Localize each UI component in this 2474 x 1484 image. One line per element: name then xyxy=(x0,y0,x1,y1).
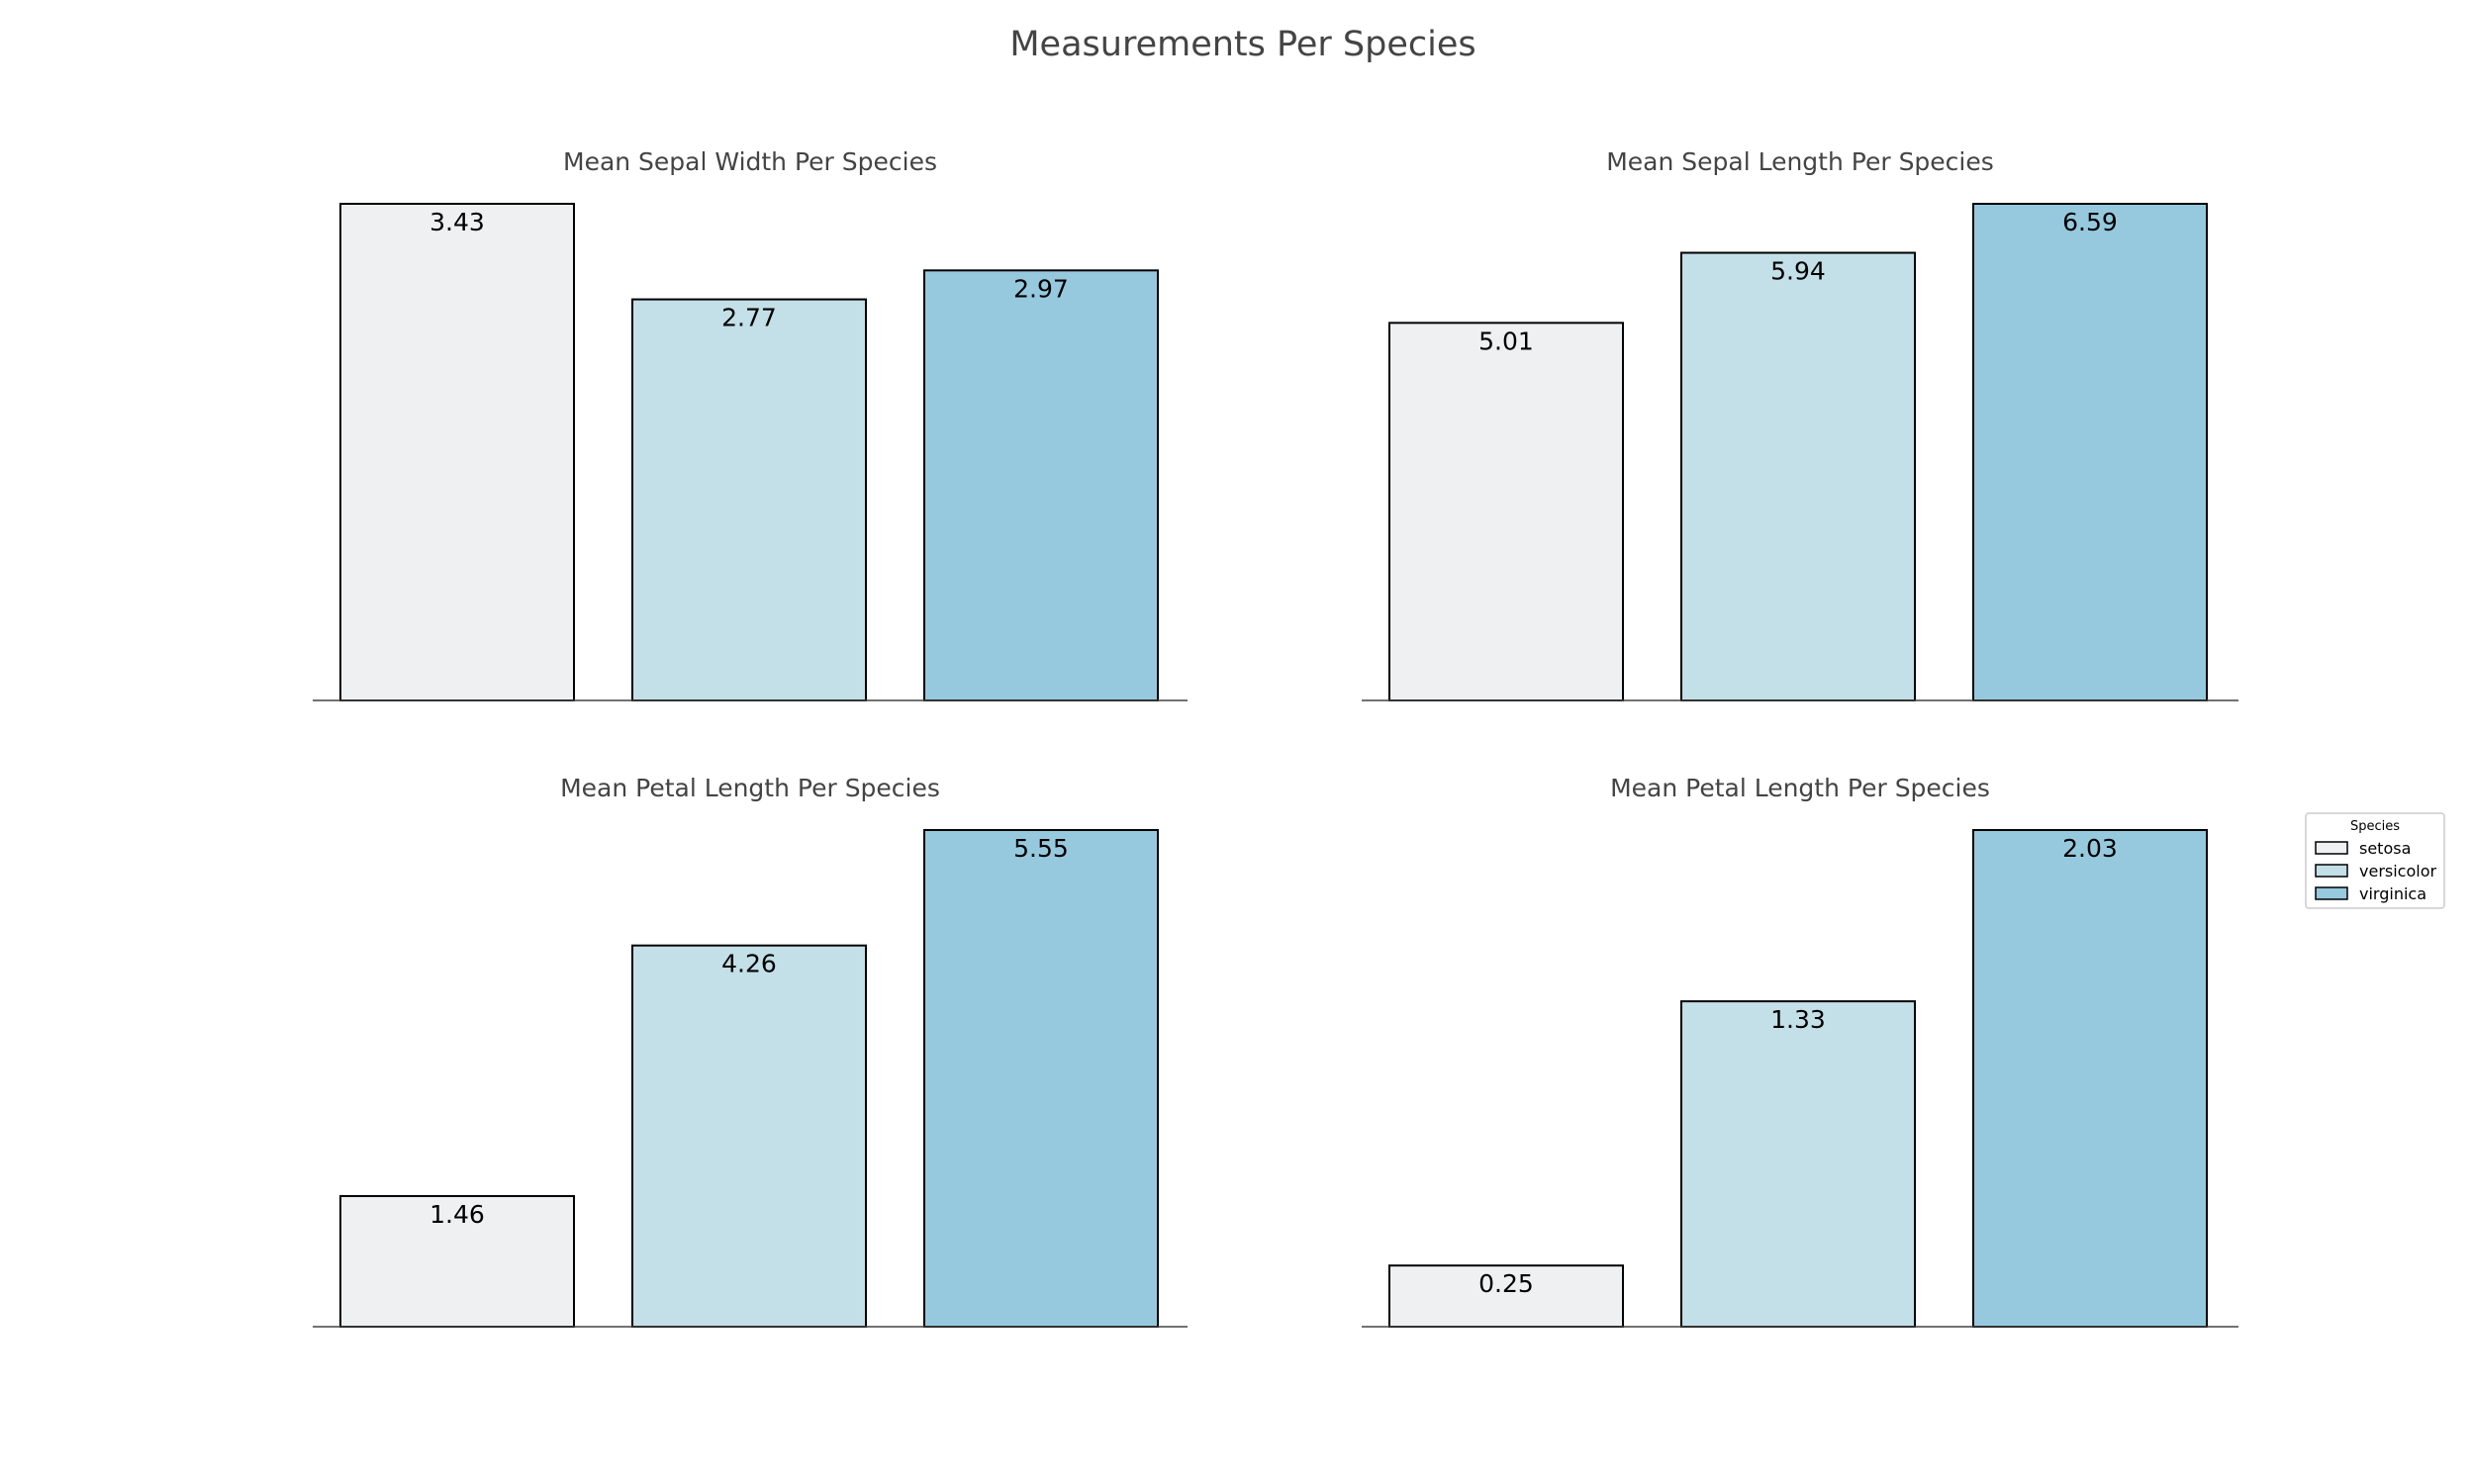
bar-setosa xyxy=(339,1194,575,1329)
legend-swatch-setosa xyxy=(2315,841,2348,855)
bar-setosa xyxy=(339,203,575,701)
subplot-title: Mean Sepal Width Per Species xyxy=(563,147,937,176)
bar-label-versicolor: 5.94 xyxy=(1770,257,1826,286)
bar-virginica xyxy=(1972,829,2208,1328)
bar-label-setosa: 0.25 xyxy=(1478,1269,1534,1298)
legend-label-versicolor: versicolor xyxy=(2359,862,2436,881)
bar-virginica xyxy=(1972,203,2208,701)
legend-title: Species xyxy=(2350,819,2400,834)
legend-swatch-virginica xyxy=(2315,886,2348,900)
bar-versicolor xyxy=(631,944,867,1328)
figure-title: Measurements Per Species xyxy=(1009,25,1475,64)
legend-label-virginica: virginica xyxy=(2359,884,2426,903)
bar-label-virginica: 5.55 xyxy=(1013,834,1069,863)
bar-setosa xyxy=(1388,1264,1624,1329)
subplot-title: Mean Sepal Length Per Species xyxy=(1606,147,1994,176)
subplot-title: Mean Petal Length Per Species xyxy=(560,774,940,802)
bar-versicolor xyxy=(1680,1000,1916,1328)
bar-label-versicolor: 1.33 xyxy=(1770,1005,1826,1034)
subplot-2: Mean Sepal Length Per Species 5.01 5.94 6.5… xyxy=(1362,147,2238,702)
bar-label-versicolor: 4.26 xyxy=(721,950,777,978)
subplot-3: Mean Petal Length Per Species 1.46 4.26 5.5… xyxy=(313,774,1188,1329)
bar-virginica xyxy=(923,269,1159,701)
bar-label-versicolor: 2.77 xyxy=(721,304,777,332)
bar-versicolor xyxy=(1680,251,1916,702)
bar-virginica xyxy=(923,829,1159,1328)
bar-label-setosa: 1.46 xyxy=(429,1200,485,1229)
bar-label-virginica: 2.03 xyxy=(2062,834,2118,863)
subplot-1: Mean Sepal Width Per Species 3.43 2.77 2.97 xyxy=(313,147,1188,701)
legend-items: setosa versicolor virginica xyxy=(2315,839,2436,903)
legend-swatch-versicolor xyxy=(2315,864,2348,878)
legend-label-setosa: setosa xyxy=(2359,839,2411,858)
subplots: Mean Sepal Width Per Species 3.43 2.77 2.97… xyxy=(313,147,2238,1329)
bar-label-setosa: 3.43 xyxy=(429,208,485,236)
legend-frame xyxy=(2305,812,2445,909)
bar-label-virginica: 6.59 xyxy=(2062,208,2118,236)
subplot-4: Mean Petal Length Per Species 0.25 1.33 2.0… xyxy=(1362,774,2238,1329)
bar-label-virginica: 2.97 xyxy=(1013,274,1069,303)
legend: Species setosa versicolor virginica xyxy=(2305,812,2445,909)
bar-setosa xyxy=(1388,322,1624,701)
subplot-title: Mean Petal Length Per Species xyxy=(1610,774,1990,802)
bar-label-setosa: 5.01 xyxy=(1478,326,1534,355)
bar-versicolor xyxy=(631,298,867,701)
